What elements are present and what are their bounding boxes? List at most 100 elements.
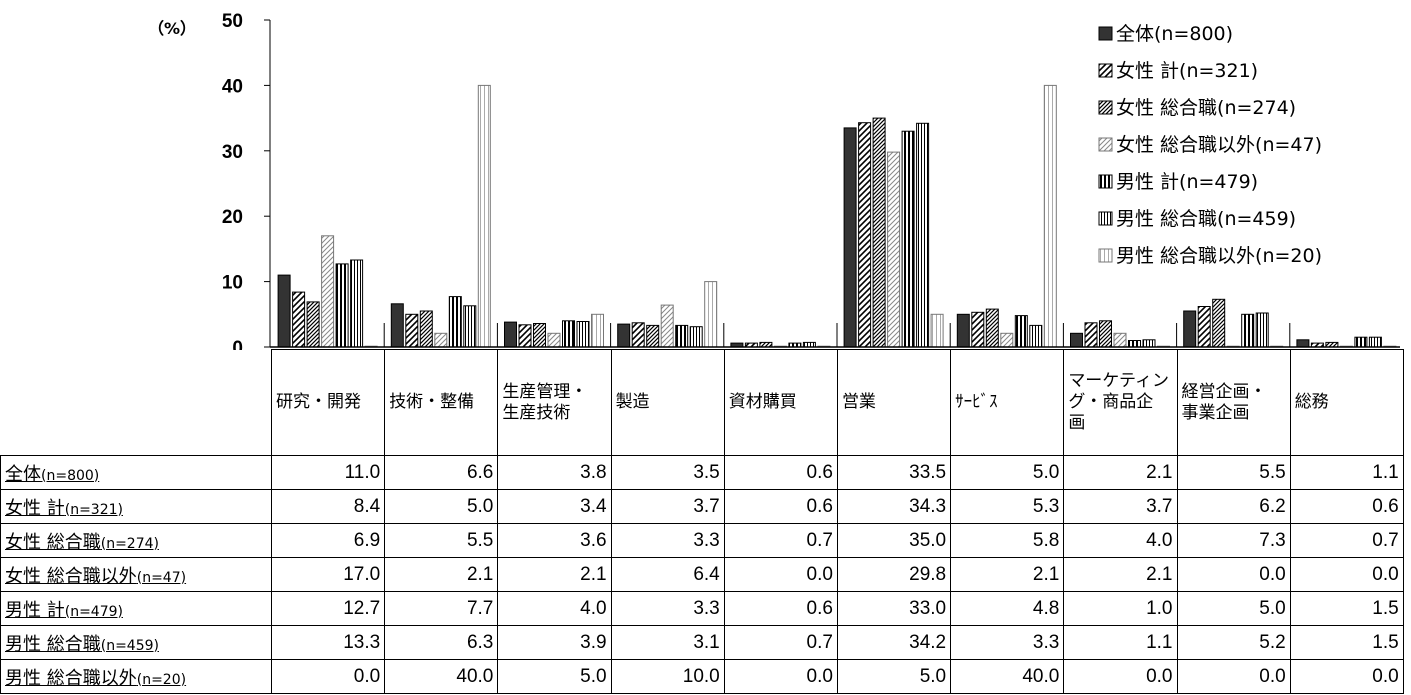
table-cell: 0.7 [1289,523,1404,558]
table-cell: 33.5 [836,455,952,490]
bar [463,305,477,348]
bar-group [1296,336,1397,348]
bar [335,263,349,348]
table-cell: 0.0 [1176,557,1291,592]
table-row: 女性 総合職(n=274) 6.9 5.5 3.6 3.3 0.7 35.0 5.8 4.0 7.… [0,523,1404,558]
bar [930,313,944,348]
table-cell: 6.3 [384,625,499,660]
table-cell: 1.1 [1289,455,1404,490]
y-tick-label: 0 [232,338,243,350]
table-cell: 6.2 [1176,489,1291,524]
bar [675,324,689,348]
bar [518,324,532,348]
bar [660,304,674,348]
row-label-name: 男性 計 [5,599,65,621]
bar [1000,332,1014,348]
y-tick-label: 10 [222,273,243,294]
table-cell: 40.0 [950,659,1065,694]
table-cell: 1.1 [1063,625,1178,660]
table-cell: 35.0 [836,523,952,558]
bar [1296,339,1310,348]
bar [1212,298,1226,348]
table-cell: 17.0 [270,557,386,592]
table-cell: 6.9 [270,523,386,558]
bar [405,313,419,348]
category-header: 資材購買 [723,349,838,456]
bar [843,127,857,348]
table-cell: 4.0 [1063,523,1178,558]
bar [916,122,930,348]
table-row: 男性 計(n=479) 12.7 7.7 4.0 3.3 0.6 33.0 4.8 1.0 5.0… [0,591,1404,626]
row-label-name: 男性 総合職 [5,633,101,655]
table-cell: 6.6 [384,455,499,490]
y-axis: 0 10 20 30 40 50 [222,11,271,350]
bar [646,324,660,348]
table-row: 男性 総合職以外(n=20) 0.0 40.0 5.0 10.0 0.0 5.0 40.0 0.… [0,659,1404,694]
bar [1043,84,1057,348]
legend-item: 男性 総合職(n=459) [1098,208,1296,230]
bar [292,291,306,348]
bar [547,332,561,348]
bar-group [1070,320,1170,348]
table-cell: 5.0 [1176,591,1291,626]
category-header-line: 総務 [1294,392,1329,412]
category-header: 営業 [836,349,952,456]
table-cell: 1.5 [1289,625,1404,660]
bar [631,322,645,348]
bar [390,303,404,348]
legend-item: 女性 計(n=321) [1098,60,1258,82]
row-label: 男性 総合職(n=459) [0,625,272,660]
table-cell: 2.1 [1063,455,1178,490]
bar [971,311,985,348]
bar [350,259,364,348]
table-cell: 2.1 [1063,557,1178,592]
bar [704,281,718,348]
row-label-n: (n=459) [100,637,159,654]
table-cell: 0.6 [723,455,838,490]
row-label: 男性 計(n=479) [0,591,272,626]
table-cell: 5.5 [384,523,499,558]
row-label-n: (n=479) [64,603,123,620]
bar [448,296,462,348]
table-cell: 5.3 [950,489,1065,524]
table-cell: 3.8 [497,455,612,490]
table-cell: 3.4 [497,489,612,524]
table-row: 男性 総合職(n=459) 13.3 6.3 3.9 3.1 0.7 34.2 3.3 1.1 5… [0,625,1404,660]
legend-item: 女性 総合職以外(n=47) [1098,134,1322,156]
table-cell: 34.2 [836,625,952,660]
table-header-row: 研究・開発 技術・整備 生産管理・ 生産技術 製造 資材購買 営業 ｻｰﾋﾞｽ マーケティン グ・… [0,349,1404,456]
bar [872,117,886,348]
category-header: マーケティン グ・商品企画 [1063,349,1178,456]
legend-label: 全体(n=800) [1116,23,1233,45]
category-header-line: 画 [1068,413,1086,433]
category-header: 研究・開発 [270,349,386,456]
bar [1241,313,1255,348]
bar-group [617,281,718,348]
table-cell: 3.3 [950,625,1065,660]
bar [617,323,631,348]
row-label-n: (n=47) [136,569,187,586]
bar-group [277,235,378,348]
table-cell: 1.5 [1289,591,1404,626]
data-table: 研究・開発 技術・整備 生産管理・ 生産技術 製造 資材購買 営業 ｻｰﾋﾞｽ マーケティン グ・… [0,349,1404,694]
category-header: 技術・整備 [384,349,499,456]
legend: 全体(n=800) 女性 計(n=321) 女性 総合職(n=274) 女性 総合職以… [1098,23,1322,267]
table-cell: 3.3 [610,523,725,558]
table-cell: 34.3 [836,489,952,524]
category-header: 経営企画・ 事業企画 [1176,349,1291,456]
bar [858,122,872,348]
row-label: 女性 総合職以外(n=47) [0,557,272,592]
bar [1099,320,1112,348]
table-row: 女性 総合職以外(n=47) 17.0 2.1 2.1 6.4 0.0 29.8 2.1 2.1… [0,557,1404,592]
bar [419,310,433,348]
table-cell: 3.6 [497,523,612,558]
bar [689,326,703,348]
legend-label: 男性 総合職以外(n=20) [1116,245,1322,267]
legend-swatch [1098,137,1113,152]
bar [887,151,901,348]
table-cell: 6.4 [610,557,725,592]
table-cell: 29.8 [836,557,952,592]
legend-label: 女性 計(n=321) [1116,60,1258,82]
bar [956,313,970,348]
bar [901,130,915,348]
